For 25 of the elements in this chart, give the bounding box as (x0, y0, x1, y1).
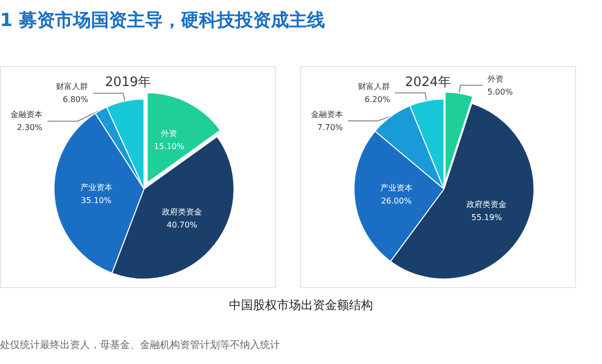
data-label: 55.19% (471, 212, 502, 222)
slice-label: 财富人群 (358, 82, 390, 91)
slice-label: 产业资本 (380, 184, 412, 193)
text: 中国股权市场出资金额结构 (228, 297, 374, 314)
text: 1 募资市场国资主导，硬科技投资成主线 (0, 9, 325, 32)
data-label: 26.00% (381, 196, 412, 206)
slice-label: 金融资本 (310, 110, 343, 119)
data-label: 7.70% (317, 122, 344, 132)
data-label: 6.20% (364, 94, 390, 104)
data-label: 2.30% (16, 123, 43, 132)
data-label: 40.70% (166, 220, 198, 230)
slice-label: 产业资本 (80, 182, 112, 192)
text: 处仅统计最终出资人，母基金、金融机构资管计划等不纳入统计 (0, 338, 280, 352)
data-label: 5.00% (487, 87, 514, 96)
data-label: 15.10% (154, 142, 185, 152)
chart-title: 2019年 (104, 75, 152, 90)
chart-title: 2024年 (404, 75, 452, 90)
slice-label: 外资 (487, 74, 504, 84)
slice-label: 外资 (161, 129, 178, 138)
data-label: 35.10% (81, 196, 112, 205)
slice-label: 金融资本 (10, 110, 42, 120)
slice-label: 财富人群 (56, 82, 88, 92)
data-label: 6.80% (62, 95, 89, 104)
slice-label: 政府类资金 (162, 207, 202, 216)
slice-label: 政府类资金 (466, 200, 507, 209)
